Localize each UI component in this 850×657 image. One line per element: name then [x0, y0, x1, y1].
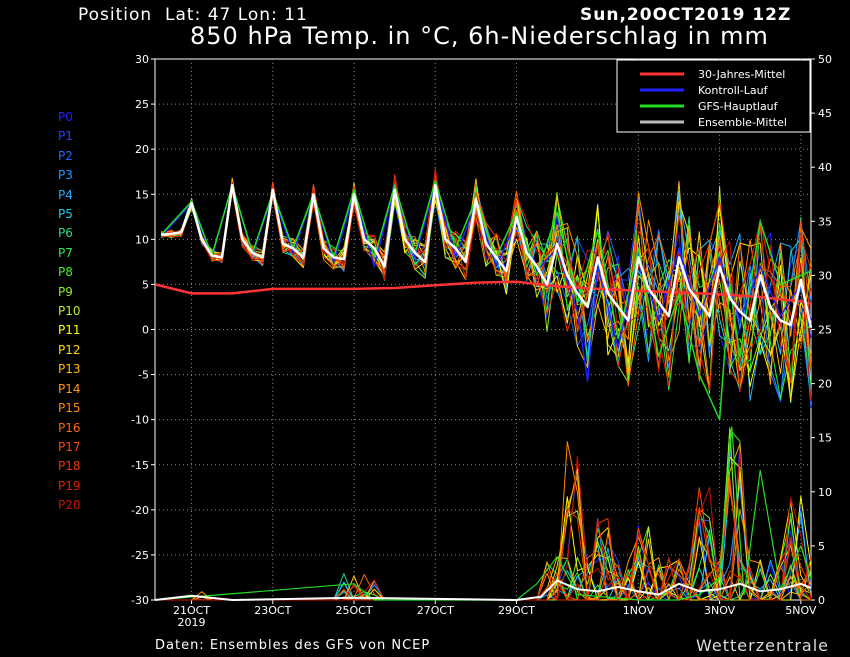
series: [154, 168, 813, 601]
left-tick-label-0: 30: [135, 53, 149, 66]
right-tick-label-8: 10: [818, 486, 832, 499]
right-tick-label-0: 50: [818, 53, 832, 66]
right-tick-label-7: 15: [818, 432, 832, 445]
left-tick-label-7: -5: [138, 369, 149, 382]
data-source: Daten: Ensembles des GFS von NCEP: [155, 638, 431, 653]
legend-label-3: Ensemble-Mittel: [698, 116, 787, 129]
left-tick-label-9: -15: [131, 459, 149, 472]
member-label-6: P6: [58, 226, 73, 241]
x-tick-label-5: 1NOV: [623, 604, 655, 617]
left-tick-label-8: -10: [131, 414, 149, 427]
right-tick-label-10: 0: [818, 594, 825, 607]
location-label: Lat: 47 Lon: 11: [165, 5, 308, 25]
member-label-16: P16: [58, 420, 81, 435]
left-tick-label-11: -25: [131, 549, 149, 562]
member-label-19: P19: [58, 478, 81, 493]
member-label-11: P11: [58, 323, 81, 338]
member-label-20: P20: [58, 498, 81, 513]
x-tick-label-0: 21OCT: [173, 604, 210, 617]
left-tick-label-1: 25: [135, 98, 149, 111]
ensemble-mean-temp-line: [160, 183, 813, 328]
member-label-17: P17: [58, 439, 81, 454]
left-tick-label-5: 5: [142, 278, 149, 291]
member-label-4: P4: [58, 187, 73, 202]
gfs-main-temp-line: [160, 179, 812, 421]
climate-mean-line: [154, 280, 812, 305]
member-label-9: P9: [58, 284, 73, 299]
member-label-10: P10: [58, 304, 81, 319]
right-tick-label-9: 5: [818, 540, 825, 553]
member-label-12: P12: [58, 342, 81, 357]
x-tick-sublabel-0: 2019: [178, 616, 206, 629]
axes: 302520151050-5-10-15-20-25-3050454035302…: [131, 53, 832, 629]
run-date: Sun,20OCT2019 12Z: [580, 5, 792, 25]
member-label-5: P5: [58, 207, 73, 222]
x-tick-label-7: 5NOV: [785, 604, 817, 617]
member-label-0: P0: [58, 110, 73, 124]
member-label-3: P3: [58, 168, 73, 183]
ensemble-mean-precip-line: [154, 579, 812, 601]
member-label-13: P13: [58, 362, 81, 377]
right-tick-label-4: 30: [818, 269, 832, 282]
left-tick-label-6: 0: [142, 324, 149, 337]
legend-label-2: GFS-Hauptlauf: [698, 100, 779, 113]
member-label-8: P8: [58, 265, 73, 280]
x-tick-label-4: 29OCT: [498, 604, 535, 617]
right-tick-label-6: 20: [818, 378, 832, 391]
x-tick-label-3: 27OCT: [417, 604, 454, 617]
legend-label-0: 30-Jahres-Mittel: [698, 68, 785, 81]
x-tick-label-6: 3NOV: [704, 604, 736, 617]
member-label-1: P1: [58, 129, 73, 144]
right-tick-label-5: 25: [818, 324, 832, 337]
member-label-18: P18: [58, 459, 81, 474]
member-label-7: P7: [58, 245, 73, 260]
legend-label-1: Kontroll-Lauf: [698, 84, 769, 97]
left-tick-label-12: -30: [131, 594, 149, 607]
brand-label: Wetterzentrale: [696, 636, 830, 655]
chart-title: 850 hPa Temp. in °C, 6h-Niederschlag in …: [190, 22, 769, 50]
position-readout: Position Lat: 47 Lon: 11: [78, 5, 308, 25]
control-temp-line: [160, 184, 812, 382]
ensemble-member-list: P0 P1 P2 P3 P4 P5 P6 P7 P8 P9 P10 P11 P12 P13 P14 P15 P1…: [58, 108, 81, 516]
position-label: Position: [78, 5, 153, 25]
member-label-14: P14: [58, 381, 81, 396]
x-tick-label-1: 23OCT: [254, 604, 291, 617]
left-tick-label-2: 20: [135, 143, 149, 156]
right-tick-label-3: 35: [818, 215, 832, 228]
member-label-15: P15: [58, 401, 81, 416]
legend-box: [616, 59, 811, 133]
legend: 30-Jahres-Mittel Kontroll-Lauf GFS-Hauptla…: [616, 59, 811, 133]
right-tick-label-2: 40: [818, 161, 832, 174]
left-tick-label-10: -20: [131, 504, 149, 517]
member-label-2: P2: [58, 148, 73, 163]
x-tick-label-2: 25OCT: [336, 604, 373, 617]
right-tick-label-1: 45: [818, 107, 832, 120]
left-tick-label-4: 10: [135, 233, 149, 246]
left-tick-label-3: 15: [135, 188, 149, 201]
